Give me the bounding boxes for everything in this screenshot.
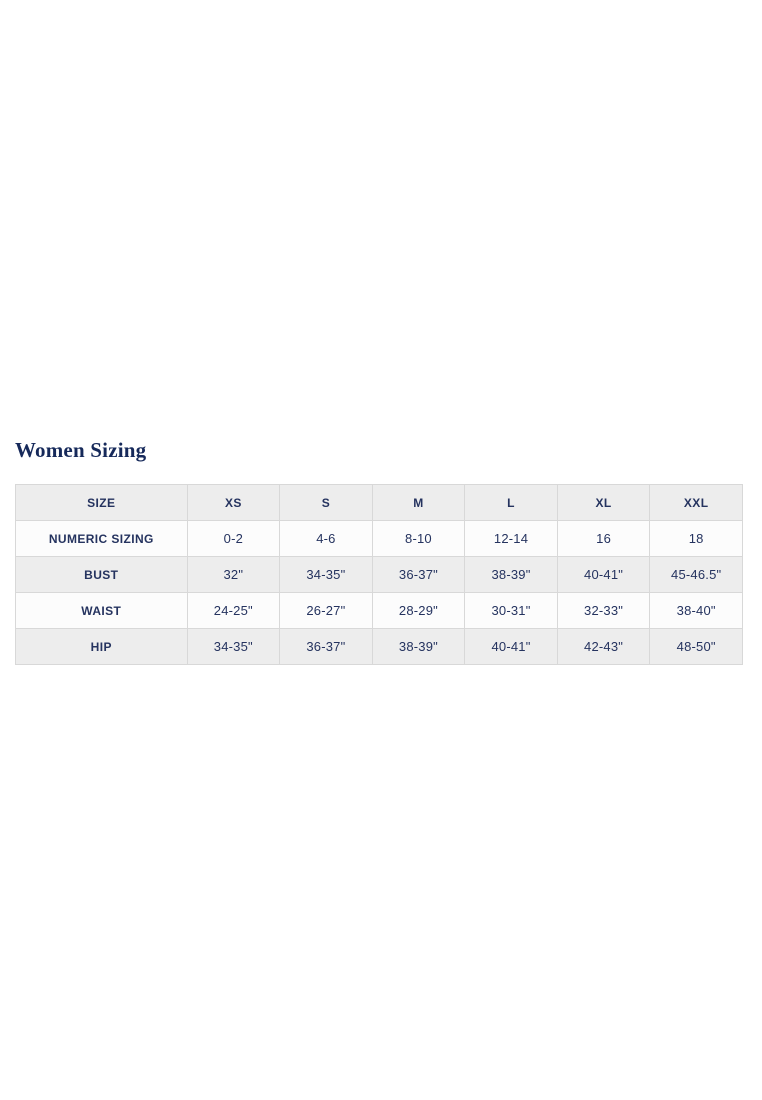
cell-waist-xs: 24-25" (186, 592, 281, 629)
cell-numeric-l: 12-14 (464, 520, 558, 557)
cell-numeric-xl: 16 (556, 520, 651, 557)
cell-bust-xxl: 45-46.5" (649, 556, 743, 593)
row-label-waist: WAIST (15, 592, 188, 629)
row-label-numeric-sizing: NUMERIC SIZING (15, 520, 188, 557)
cell-bust-s: 34-35" (279, 556, 373, 593)
column-header-size: SIZE (15, 484, 188, 521)
column-header-xxl: XXL (649, 484, 743, 521)
cell-numeric-xs: 0-2 (186, 520, 281, 557)
cell-bust-m: 36-37" (371, 556, 466, 593)
cell-waist-xxl: 38-40" (649, 592, 743, 629)
cell-numeric-s: 4-6 (279, 520, 373, 557)
cell-bust-xl: 40-41" (556, 556, 651, 593)
cell-hip-xs: 34-35" (186, 628, 281, 665)
cell-numeric-xxl: 18 (649, 520, 743, 557)
table-row-numeric-sizing: NUMERIC SIZING 0-2 4-6 8-10 12-14 16 18 (15, 520, 743, 557)
row-label-bust: BUST (15, 556, 188, 593)
cell-bust-xs: 32" (186, 556, 281, 593)
table-row-hip: HIP 34-35" 36-37" 38-39" 40-41" 42-43" 4… (15, 628, 743, 665)
cell-bust-l: 38-39" (464, 556, 558, 593)
cell-hip-xl: 42-43" (556, 628, 651, 665)
column-header-l: L (464, 484, 558, 521)
cell-hip-l: 40-41" (464, 628, 558, 665)
size-chart-section: Women Sizing SIZE XS S M L XL XXL NUMERI… (15, 0, 743, 665)
cell-hip-s: 36-37" (279, 628, 373, 665)
column-header-xs: XS (186, 484, 281, 521)
table-row-bust: BUST 32" 34-35" 36-37" 38-39" 40-41" 45-… (15, 556, 743, 593)
cell-hip-m: 38-39" (371, 628, 466, 665)
cell-waist-s: 26-27" (279, 592, 373, 629)
cell-numeric-m: 8-10 (371, 520, 466, 557)
women-sizing-table: SIZE XS S M L XL XXL NUMERIC SIZING 0-2 … (15, 484, 743, 665)
table-row-waist: WAIST 24-25" 26-27" 28-29" 30-31" 32-33"… (15, 592, 743, 629)
page-title: Women Sizing (15, 438, 147, 462)
cell-waist-m: 28-29" (371, 592, 466, 629)
column-header-xl: XL (556, 484, 651, 521)
row-label-hip: HIP (15, 628, 188, 665)
column-header-m: M (371, 484, 466, 521)
cell-hip-xxl: 48-50" (649, 628, 743, 665)
cell-waist-l: 30-31" (464, 592, 558, 629)
table-header-row: SIZE XS S M L XL XXL (15, 484, 743, 521)
cell-waist-xl: 32-33" (556, 592, 651, 629)
column-header-s: S (279, 484, 373, 521)
